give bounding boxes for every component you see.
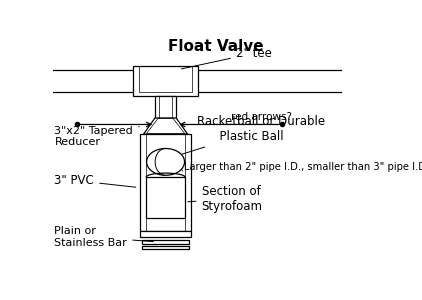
Circle shape bbox=[146, 148, 184, 175]
Text: Section of
Styrofoam: Section of Styrofoam bbox=[188, 185, 262, 213]
Text: Plain or
Stainless Bar: Plain or Stainless Bar bbox=[54, 226, 153, 248]
Text: 3" PVC: 3" PVC bbox=[54, 174, 136, 187]
Bar bbox=[133, 66, 198, 96]
Text: Racketball or Durable
      Plastic Ball: Racketball or Durable Plastic Ball bbox=[181, 116, 325, 154]
Bar bbox=[140, 231, 191, 237]
Bar bbox=[142, 246, 189, 249]
Text: 2" tee: 2" tee bbox=[181, 47, 272, 69]
Bar bbox=[146, 177, 185, 218]
Bar bbox=[142, 240, 189, 244]
Text: 3"x2" Tapered
Reducer: 3"x2" Tapered Reducer bbox=[54, 126, 139, 147]
Bar bbox=[155, 96, 176, 118]
Bar bbox=[140, 134, 191, 231]
Text: (Larger than 2" pipe I.D., smaller than 3" pipe I.D.): (Larger than 2" pipe I.D., smaller than … bbox=[180, 162, 422, 172]
Text: red arrows?: red arrows? bbox=[231, 112, 292, 122]
Bar bbox=[139, 66, 192, 92]
Polygon shape bbox=[143, 118, 188, 134]
Text: Float Valve: Float Valve bbox=[168, 40, 264, 55]
